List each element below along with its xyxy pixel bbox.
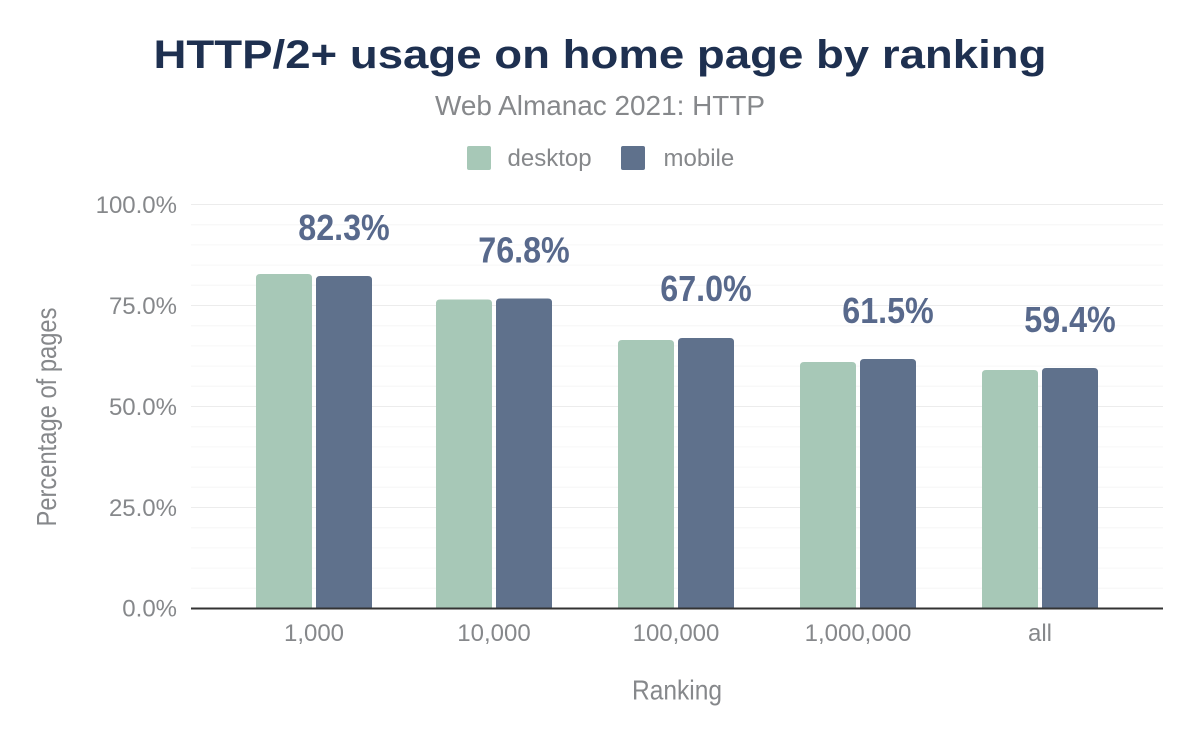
svg-text:1,000,000: 1,000,000 — [805, 620, 912, 647]
svg-text:10,000: 10,000 — [457, 620, 530, 647]
svg-text:61.5%: 61.5% — [842, 290, 934, 331]
svg-text:HTTP/2+ usage on home page by: HTTP/2+ usage on home page by ranking — [154, 33, 1047, 77]
svg-text:1,000: 1,000 — [284, 620, 344, 647]
svg-text:82.3%: 82.3% — [298, 207, 390, 248]
svg-text:mobile: mobile — [664, 145, 735, 172]
svg-text:100.0%: 100.0% — [96, 192, 177, 219]
svg-text:all: all — [1028, 620, 1052, 647]
svg-text:59.4%: 59.4% — [1024, 299, 1116, 340]
svg-text:Ranking: Ranking — [632, 675, 722, 706]
svg-text:67.0%: 67.0% — [660, 268, 752, 309]
svg-text:desktop: desktop — [508, 145, 592, 172]
svg-text:Percentage of pages: Percentage of pages — [31, 308, 62, 527]
svg-text:76.8%: 76.8% — [478, 230, 570, 271]
svg-text:Web Almanac 2021: HTTP: Web Almanac 2021: HTTP — [435, 90, 765, 121]
svg-text:75.0%: 75.0% — [109, 293, 177, 320]
svg-text:50.0%: 50.0% — [109, 394, 177, 421]
svg-text:0.0%: 0.0% — [122, 596, 177, 623]
svg-text:100,000: 100,000 — [633, 620, 720, 647]
svg-text:25.0%: 25.0% — [109, 495, 177, 522]
